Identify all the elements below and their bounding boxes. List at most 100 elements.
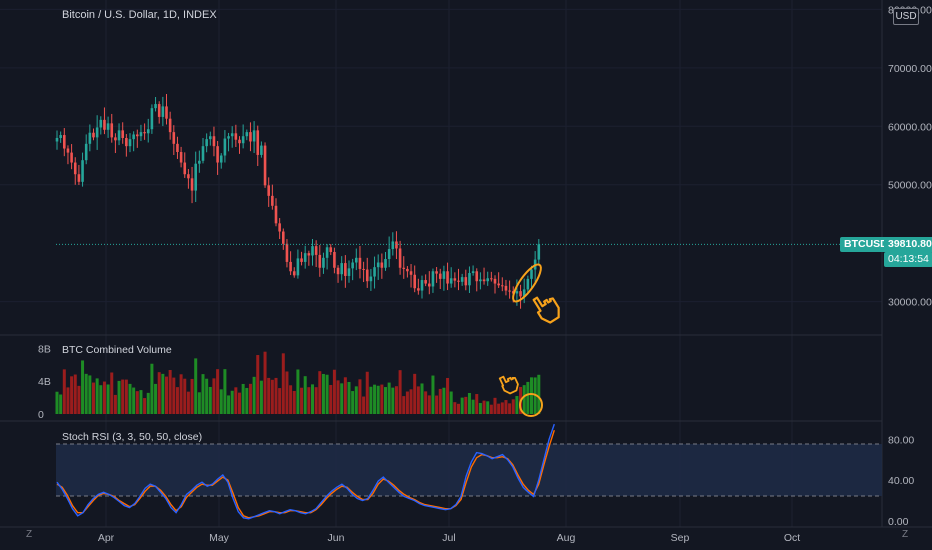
- candle-body: [300, 258, 303, 262]
- volume-bar: [259, 380, 263, 414]
- candle-body: [165, 106, 168, 119]
- candle-body: [376, 262, 380, 268]
- candle-body: [289, 261, 292, 272]
- volume-bar: [373, 384, 377, 414]
- candle-body: [355, 257, 358, 263]
- candle-body: [106, 123, 110, 130]
- volume-bar: [413, 373, 417, 414]
- grid-lines: [0, 0, 882, 527]
- volume-bar: [124, 379, 128, 414]
- time-axis[interactable]: Apr May Jun Jul Aug Sep Oct: [98, 532, 800, 544]
- volume-bar: [296, 369, 300, 414]
- candle-body: [479, 279, 482, 282]
- volume-bar: [537, 374, 541, 414]
- volume-bar: [230, 390, 234, 414]
- candle-body: [365, 269, 369, 282]
- candle-body: [146, 129, 150, 134]
- zoom-icon[interactable]: Z: [26, 529, 33, 540]
- candle-body: [519, 291, 522, 297]
- volume-bar: [88, 375, 92, 414]
- candle-body: [260, 145, 263, 155]
- candle-body: [391, 241, 395, 250]
- volume-series: [55, 351, 541, 414]
- candle-body: [125, 137, 128, 147]
- candle-body: [63, 135, 66, 149]
- candle-body: [55, 137, 59, 142]
- candle-body: [219, 155, 223, 163]
- volume-bar: [70, 376, 74, 414]
- candle-body: [318, 254, 322, 268]
- volume-bar: [289, 385, 293, 414]
- volume-bar: [321, 373, 325, 414]
- volume-bar: [391, 387, 395, 414]
- candle-body: [285, 243, 289, 262]
- volume-axis[interactable]: 8B 4B 0: [38, 343, 51, 421]
- stoch-line-k: [56, 423, 555, 520]
- candle-body: [307, 253, 311, 256]
- volume-bar: [504, 400, 508, 414]
- volume-bar: [343, 377, 347, 414]
- candle-body: [497, 283, 500, 286]
- volume-bar: [179, 374, 183, 414]
- candle-body: [271, 195, 274, 206]
- candle-body: [136, 134, 139, 137]
- candle-body: [347, 268, 351, 276]
- volume-bar: [460, 397, 464, 414]
- candle-body: [340, 263, 343, 275]
- volume-bar: [99, 385, 103, 414]
- candle-body: [325, 247, 329, 258]
- volume-bar: [500, 402, 504, 414]
- candle-body: [333, 251, 336, 268]
- pane-separators[interactable]: [0, 0, 932, 528]
- volume-bar: [223, 369, 227, 414]
- currency-button[interactable]: USD: [893, 8, 919, 25]
- candle-body: [468, 273, 471, 286]
- price-tick-label: 60000.00: [888, 121, 932, 133]
- volume-bar: [467, 392, 471, 414]
- volume-bar: [530, 377, 533, 414]
- volume-bar: [59, 394, 63, 414]
- stoch-tick-label: 80.00: [888, 434, 914, 446]
- candlestick-series: [55, 94, 541, 309]
- volume-bar: [117, 380, 121, 414]
- candle-body: [322, 257, 325, 268]
- volume-bar: [442, 387, 446, 414]
- volume-bar: [311, 384, 314, 414]
- candle-body: [398, 248, 402, 268]
- auto-scale-icon[interactable]: Z: [902, 529, 909, 540]
- candle-body: [128, 139, 132, 147]
- candle-body: [336, 267, 340, 275]
- volume-bar: [252, 376, 256, 414]
- candle-body: [438, 273, 442, 279]
- volume-bar: [194, 358, 198, 414]
- volume-bar: [77, 385, 81, 414]
- pointing-hand-icon: [498, 375, 519, 395]
- volume-bar: [482, 400, 486, 414]
- volume-bar: [238, 392, 241, 414]
- candle-body: [154, 104, 157, 109]
- volume-bar: [139, 390, 143, 414]
- candle-body: [475, 271, 479, 282]
- volume-legend: BTC Combined Volume: [62, 344, 172, 356]
- volume-bar: [398, 370, 402, 414]
- candle-body: [209, 136, 212, 140]
- candle-body: [92, 132, 95, 138]
- time-tick-label: Jun: [328, 532, 345, 544]
- time-tick-label: Aug: [557, 532, 576, 544]
- stoch-axis[interactable]: 80.00 40.00 0.00: [888, 434, 914, 528]
- volume-bar: [387, 382, 391, 414]
- volume-bar: [281, 353, 285, 414]
- countdown-label: 04:13:54: [884, 251, 932, 267]
- volume-bar: [508, 403, 512, 414]
- volume-bar: [212, 378, 216, 414]
- candle-body: [198, 160, 201, 164]
- candle-body: [230, 133, 234, 137]
- time-tick-label: Oct: [784, 532, 800, 544]
- candle-body: [490, 278, 493, 280]
- candle-body: [263, 145, 267, 186]
- volume-bar: [135, 391, 139, 414]
- candle-body: [70, 152, 73, 163]
- volume-bar: [511, 399, 515, 414]
- volume-bar: [489, 404, 493, 414]
